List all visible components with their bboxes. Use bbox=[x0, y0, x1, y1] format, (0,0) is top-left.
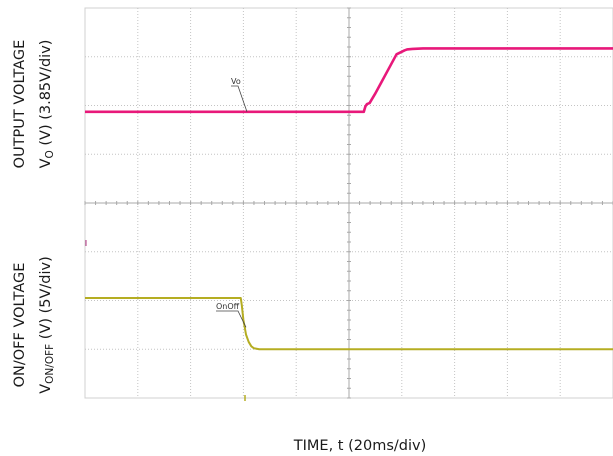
marker-label-output: Vo bbox=[231, 77, 241, 86]
y-axis-label-output-unit: VO (V) (3.85V/div) bbox=[38, 40, 56, 169]
marker-label-onoff: OnOff bbox=[216, 302, 240, 311]
y-axis-label-output-main: OUTPUT VOLTAGE bbox=[12, 40, 28, 169]
chart-traces bbox=[85, 47, 613, 351]
y-axis-label-onoff-unit: VON/OFF (V) (5V/div) bbox=[38, 256, 56, 394]
x-axis-label: TIME, t (20ms/div) bbox=[293, 438, 426, 454]
chart-grid bbox=[84, 7, 613, 399]
y-axis-label-onoff-main: ON/OFF VOLTAGE bbox=[12, 263, 28, 388]
trace-output bbox=[85, 47, 613, 114]
marker-leader-onoff bbox=[216, 310, 247, 328]
trace-onoff bbox=[85, 297, 613, 351]
marker-leader-output bbox=[231, 85, 248, 112]
chart-markers: Vo OnOff bbox=[85, 77, 248, 401]
